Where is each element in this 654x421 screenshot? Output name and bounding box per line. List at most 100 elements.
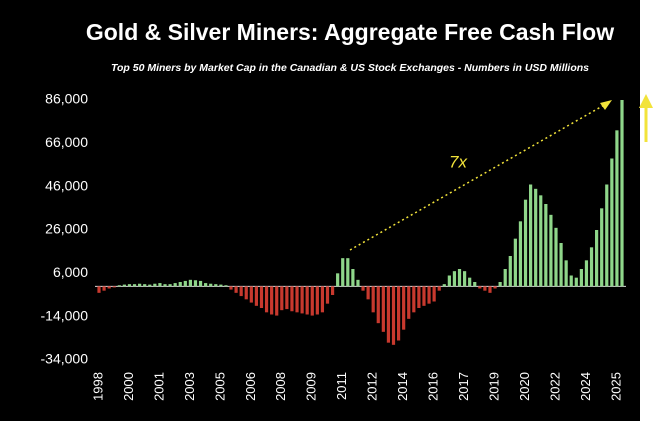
bar (615, 130, 619, 287)
bar (341, 258, 345, 287)
trend-arrow (349, 103, 607, 251)
bar (407, 286, 411, 319)
bar (523, 199, 528, 287)
bar (122, 284, 126, 287)
bar (584, 260, 589, 287)
x-tick-label: 2008 (273, 372, 288, 401)
bar (97, 286, 101, 293)
bar (351, 269, 355, 287)
bar (168, 284, 172, 287)
background (0, 0, 640, 421)
bar (579, 269, 583, 287)
bar (163, 284, 167, 287)
bar (346, 258, 350, 287)
bar (447, 275, 451, 287)
bar (437, 286, 441, 291)
bar (589, 247, 594, 287)
bar (214, 284, 218, 287)
bar (234, 286, 238, 293)
bar (544, 204, 548, 287)
bar (503, 269, 507, 287)
bar (158, 283, 162, 287)
bar (605, 184, 609, 287)
bar (132, 284, 137, 287)
x-tick-label: 2005 (212, 372, 227, 401)
bar (127, 284, 132, 287)
x-tick-label: 2022 (547, 372, 562, 401)
y-tick-label: 26,000 (45, 221, 88, 237)
bar (315, 286, 319, 315)
bar (462, 271, 467, 287)
bar (229, 286, 233, 290)
x-tick-label: 2006 (243, 372, 258, 401)
bar (402, 286, 406, 330)
bar (239, 286, 243, 297)
bar (143, 284, 147, 287)
bar (396, 286, 401, 341)
bar (366, 286, 370, 300)
bar (259, 286, 264, 308)
bar (493, 286, 497, 289)
bar (595, 230, 599, 287)
bar (330, 286, 335, 295)
bar (559, 243, 563, 287)
bar (295, 286, 299, 313)
bar (422, 286, 426, 306)
bar (574, 277, 578, 287)
bar (336, 273, 340, 287)
bar (427, 286, 431, 304)
y-tick-label: 46,000 (45, 177, 88, 193)
bar (148, 284, 152, 287)
x-tick-label: 1998 (90, 372, 105, 401)
y-tick-label: 66,000 (45, 134, 88, 150)
bar (376, 286, 380, 324)
bar (356, 279, 360, 287)
bar (386, 286, 391, 343)
bar (198, 280, 203, 287)
bar (412, 286, 416, 313)
bar (569, 275, 573, 287)
bar (549, 214, 553, 287)
bar (513, 238, 517, 287)
bar (188, 279, 192, 287)
bar (391, 286, 396, 345)
y-tick-label: 6,000 (53, 264, 88, 280)
bar (508, 256, 512, 287)
bar (173, 283, 177, 287)
bar (325, 286, 330, 304)
bar (554, 227, 558, 287)
x-tick-label: 2011 (334, 372, 349, 400)
bar (280, 286, 284, 311)
bar (600, 208, 604, 287)
bar (300, 286, 304, 314)
bar (254, 286, 259, 306)
x-tick-label: 2024 (578, 372, 593, 401)
bar (102, 286, 106, 291)
x-tick-label: 2016 (426, 372, 441, 401)
x-tick-label: 2020 (517, 372, 532, 401)
bar (361, 286, 365, 291)
bar (305, 286, 309, 315)
bar (564, 260, 568, 287)
chart-subtitle: Top 50 Miners by Market Cap in the Canad… (111, 62, 589, 74)
bar (275, 286, 279, 316)
bar (107, 286, 111, 289)
bar (620, 100, 624, 287)
y-tick-label: -14,000 (41, 307, 89, 323)
chart-title: Gold & Silver Miners: Aggregate Free Cas… (86, 19, 614, 45)
bar (442, 284, 446, 287)
trend-arrow-head (600, 100, 612, 110)
bar (285, 286, 289, 310)
bar (483, 286, 487, 291)
y-tick-label: -34,000 (41, 351, 89, 367)
bar (534, 188, 538, 287)
bar (468, 277, 472, 287)
bar (290, 286, 294, 312)
bar (244, 286, 248, 300)
bar (112, 286, 116, 288)
annotation: 7x (449, 152, 467, 171)
bar (249, 286, 253, 303)
bar (183, 280, 187, 287)
bar (498, 282, 502, 287)
bar (457, 269, 462, 287)
